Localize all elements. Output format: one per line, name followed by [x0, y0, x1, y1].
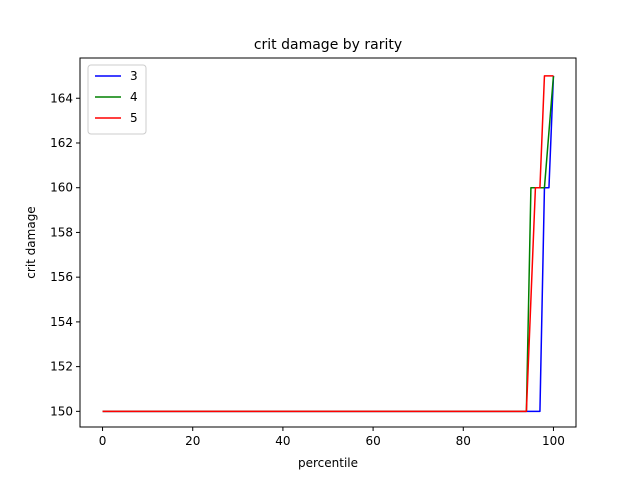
x-axis-label: percentile [298, 456, 358, 470]
legend-box [87, 64, 147, 135]
y-tick-label: 152 [50, 360, 73, 374]
plot-frame [79, 57, 577, 428]
x-tick-label: 0 [99, 434, 107, 448]
legend-label-5: 5 [130, 111, 138, 125]
chart-title: crit damage by rarity [254, 37, 402, 53]
y-tick-label: 154 [50, 315, 73, 329]
y-tick-label: 158 [50, 225, 73, 239]
y-tick-label: 150 [50, 404, 73, 418]
series-layer [102, 75, 555, 413]
legend: 3 4 5 [87, 64, 147, 135]
x-tick-label: 40 [275, 434, 290, 448]
x-tick-label: 80 [456, 434, 471, 448]
y-tick-label: 164 [50, 91, 73, 105]
x-axis: 0 20 40 60 80 100 [99, 427, 565, 448]
legend-label-3: 3 [130, 69, 138, 83]
y-tick-label: 162 [50, 136, 73, 150]
x-tick-label: 100 [542, 434, 565, 448]
series-line-5 [102, 75, 554, 413]
y-axis: 150 152 154 156 158 160 162 164 [50, 91, 80, 418]
y-tick-label: 156 [50, 270, 73, 284]
plot-area [79, 57, 577, 428]
x-tick-label: 60 [365, 434, 380, 448]
y-axis-label: crit damage [24, 206, 38, 278]
legend-label-4: 4 [130, 90, 138, 104]
x-tick-label: 20 [185, 434, 200, 448]
y-tick-label: 160 [50, 181, 73, 195]
